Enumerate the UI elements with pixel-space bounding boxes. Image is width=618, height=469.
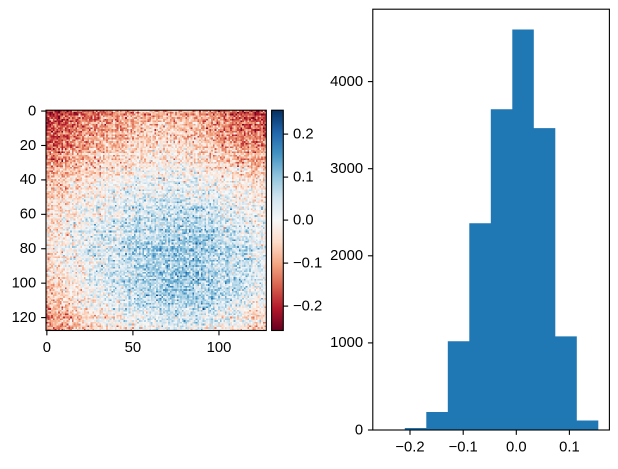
- svg-text:50: 50: [125, 340, 141, 356]
- svg-text:−0.2: −0.2: [293, 298, 322, 314]
- svg-text:4000: 4000: [330, 74, 363, 90]
- svg-text:100: 100: [12, 275, 37, 291]
- svg-text:100: 100: [207, 340, 232, 356]
- svg-text:0: 0: [43, 340, 51, 356]
- svg-text:40: 40: [20, 172, 36, 188]
- svg-text:0.1: 0.1: [559, 439, 580, 455]
- svg-text:−0.1: −0.1: [293, 255, 322, 271]
- svg-text:0.2: 0.2: [293, 126, 314, 142]
- svg-text:0.0: 0.0: [293, 212, 314, 228]
- svg-text:−0.1: −0.1: [449, 439, 478, 455]
- svg-text:120: 120: [12, 310, 37, 326]
- svg-text:3000: 3000: [330, 161, 363, 177]
- svg-text:60: 60: [20, 207, 36, 223]
- svg-text:1000: 1000: [330, 335, 363, 351]
- svg-text:0: 0: [355, 422, 363, 438]
- svg-text:0.0: 0.0: [506, 439, 527, 455]
- svg-text:0: 0: [28, 103, 36, 119]
- svg-text:80: 80: [20, 241, 36, 257]
- svg-text:0.1: 0.1: [293, 169, 314, 185]
- svg-text:−0.2: −0.2: [395, 439, 424, 455]
- svg-text:2000: 2000: [330, 248, 363, 264]
- svg-text:20: 20: [20, 138, 36, 154]
